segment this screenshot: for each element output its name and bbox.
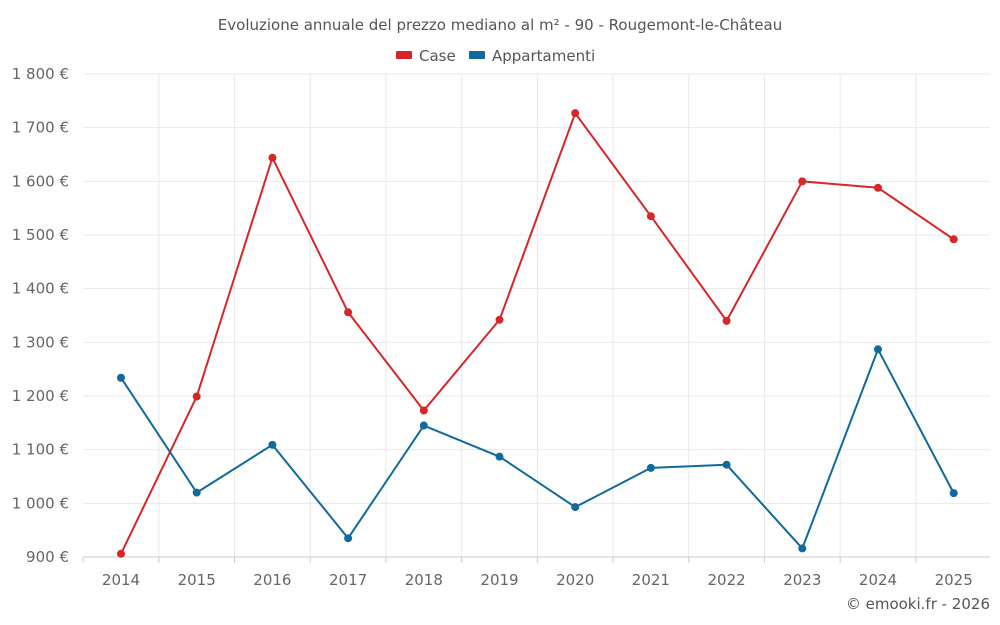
- y-tick-label: 1 700 €: [12, 119, 69, 137]
- data-point-appartamenti-2016[interactable]: [268, 440, 277, 449]
- data-point-case-2015[interactable]: [192, 392, 201, 401]
- x-tick-label: 2017: [329, 571, 367, 589]
- y-tick-label: 1 300 €: [12, 333, 69, 351]
- x-tick-label: 2024: [859, 571, 897, 589]
- chart-title: Evoluzione annuale del prezzo mediano al…: [218, 16, 782, 34]
- y-tick-label: 900 €: [26, 548, 69, 566]
- x-tick-label: 2016: [253, 571, 291, 589]
- y-tick-label: 1 800 €: [12, 65, 69, 83]
- y-tick-label: 1 000 €: [12, 494, 69, 512]
- data-point-case-2020[interactable]: [571, 109, 580, 118]
- data-point-appartamenti-2014[interactable]: [117, 373, 125, 382]
- y-tick-label: 1 100 €: [12, 441, 69, 459]
- x-tick-label: 2014: [102, 571, 140, 589]
- series-case: [117, 109, 958, 558]
- legend-swatch-appartamenti: [469, 51, 485, 59]
- data-point-appartamenti-2017[interactable]: [344, 534, 353, 543]
- data-point-case-2022[interactable]: [722, 316, 731, 325]
- x-tick-label: 2020: [556, 571, 594, 589]
- series-line-case: [120, 112, 955, 555]
- data-point-case-2014[interactable]: [117, 549, 125, 558]
- data-point-appartamenti-2020[interactable]: [571, 503, 580, 512]
- legend-swatch-case: [396, 51, 412, 59]
- data-point-appartamenti-2015[interactable]: [192, 488, 201, 497]
- data-point-appartamenti-2024[interactable]: [874, 345, 882, 354]
- x-tick-label: 2025: [935, 571, 973, 589]
- x-tick-label: 2023: [783, 571, 821, 589]
- data-point-appartamenti-2023[interactable]: [798, 544, 807, 553]
- data-point-appartamenti-2025[interactable]: [949, 489, 958, 498]
- data-point-appartamenti-2021[interactable]: [646, 463, 655, 472]
- x-tick-label: 2015: [178, 571, 216, 589]
- data-point-case-2018[interactable]: [419, 406, 428, 415]
- data-point-appartamenti-2018[interactable]: [419, 421, 428, 430]
- data-point-case-2016[interactable]: [268, 153, 277, 162]
- data-point-case-2025[interactable]: [949, 235, 958, 244]
- data-point-case-2019[interactable]: [495, 315, 504, 324]
- x-tick-label: 2022: [708, 571, 746, 589]
- legend-label-appartamenti[interactable]: Appartamenti: [492, 47, 595, 65]
- data-point-appartamenti-2019[interactable]: [495, 452, 504, 461]
- credit-text: © emooki.fr - 2026: [846, 595, 990, 613]
- data-point-case-2021[interactable]: [646, 212, 655, 221]
- legend-label-case[interactable]: Case: [419, 47, 456, 65]
- series: [117, 109, 958, 558]
- y-tick-label: 1 600 €: [12, 172, 69, 190]
- data-point-case-2017[interactable]: [344, 308, 353, 317]
- legend: Case Appartamenti: [396, 47, 595, 65]
- data-point-case-2023[interactable]: [798, 177, 807, 186]
- y-tick-label: 1 400 €: [12, 280, 69, 298]
- data-point-appartamenti-2022[interactable]: [722, 460, 731, 469]
- series-appartamenti: [117, 345, 958, 553]
- axes: 900 € 1 000 € 1 100 € 1 200 € 1 300 € 1 400 €…: [12, 65, 990, 589]
- grid: [83, 73, 990, 557]
- y-tick-label: 1 200 €: [12, 387, 69, 405]
- y-tick-label: 1 500 €: [12, 226, 69, 244]
- x-tick-label: 2021: [632, 571, 670, 589]
- data-point-case-2024[interactable]: [874, 183, 882, 192]
- x-tick-label: 2019: [480, 571, 518, 589]
- series-line-appartamenti: [120, 348, 955, 550]
- x-tick-label: 2018: [405, 571, 443, 589]
